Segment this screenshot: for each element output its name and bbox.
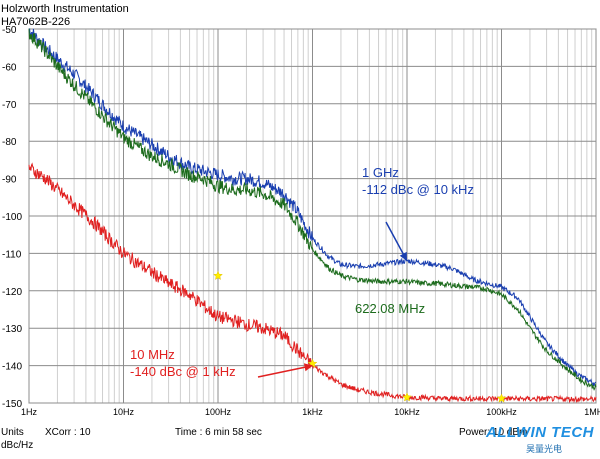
annotation-label: -112 dBc @ 10 kHz bbox=[362, 182, 474, 197]
y-tick-label: -110 bbox=[2, 249, 22, 260]
x-tick-label: 1kHz bbox=[302, 407, 323, 417]
instrument-model: HA7062B-226 bbox=[1, 16, 71, 28]
logo-wordmark: ALLWIN TECH bbox=[486, 424, 594, 441]
x-tick-label: 100Hz bbox=[205, 407, 232, 417]
y-tick-label: -140 bbox=[2, 362, 22, 373]
y-tick-label: -70 bbox=[2, 100, 17, 111]
x-tick-label: 10Hz bbox=[113, 407, 135, 417]
y-tick-label: -50 bbox=[2, 25, 17, 36]
y-tick-label: -60 bbox=[2, 62, 17, 73]
y-tick-label: -80 bbox=[2, 137, 17, 148]
series-line-2 bbox=[28, 28, 597, 391]
measurement-time: Time : 6 min 58 sec bbox=[175, 427, 262, 438]
marker-point bbox=[213, 270, 223, 281]
power-readout: Power: 10 dBm bbox=[459, 427, 528, 438]
marker-point bbox=[496, 393, 507, 403]
x-tick-label: 1Hz bbox=[21, 407, 38, 417]
allwin-tech-logo: ALLWIN TECH 昊量光电 bbox=[486, 424, 598, 458]
x-tick-label: 10kHz bbox=[394, 407, 420, 417]
annotation-arrowhead bbox=[303, 363, 313, 372]
xcorr-readout: XCorr : 10 bbox=[45, 427, 91, 438]
annotation-arrow bbox=[257, 364, 313, 378]
y-tick-label: -130 bbox=[2, 324, 22, 335]
units-label: Units bbox=[1, 427, 24, 438]
y-tick-label: -90 bbox=[2, 175, 17, 186]
units-value: dBc/Hz bbox=[1, 440, 34, 451]
annotation-arrowhead bbox=[399, 251, 407, 261]
annotation-label: 10 MHz bbox=[130, 347, 175, 362]
x-tick-label: 1MHz bbox=[584, 407, 600, 417]
y-tick-label: -120 bbox=[2, 287, 22, 298]
annotation-label: -140 dBc @ 1 kHz bbox=[130, 364, 236, 379]
instrument-maker: Holzworth Instrumentation bbox=[1, 3, 129, 15]
annotation-label: 1 GHz bbox=[362, 165, 399, 180]
y-tick-label: -150 bbox=[2, 399, 22, 410]
marker-point bbox=[402, 392, 412, 402]
x-tick-label: 100kHz bbox=[486, 407, 517, 417]
annotation-label: 622.08 MHz bbox=[355, 301, 425, 316]
y-tick-label: -100 bbox=[2, 212, 22, 223]
logo-subtext: 昊量光电 bbox=[526, 444, 563, 454]
